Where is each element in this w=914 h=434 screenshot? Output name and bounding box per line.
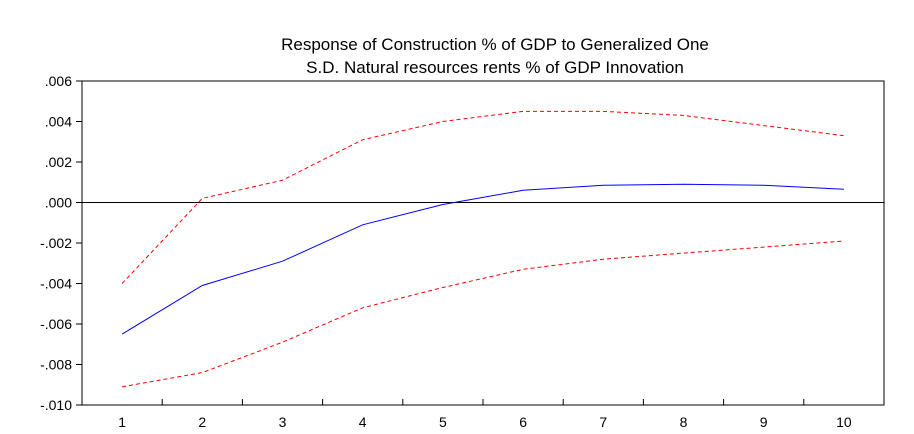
x-tick-label: 4 xyxy=(359,414,367,429)
x-tick-label: 3 xyxy=(279,414,287,429)
plot-frame xyxy=(81,80,885,406)
chart-title-line-1: Response of Construction % of GDP to Gen… xyxy=(281,35,709,54)
x-tick-label: 1 xyxy=(118,414,126,429)
y-tick-label: -.006 xyxy=(40,316,72,332)
y-tick-label: -.004 xyxy=(40,276,72,292)
x-tick-label: 6 xyxy=(519,414,527,429)
x-tick-label: 2 xyxy=(198,414,206,429)
y-tick-label: .004 xyxy=(45,114,72,130)
lower-band-line xyxy=(122,240,844,388)
y-tick-label: -.010 xyxy=(40,397,72,413)
response-line xyxy=(121,183,844,335)
y-tick-label: .002 xyxy=(45,154,72,170)
y-axis: .006 .004 .002 .000 -.002 -.004 -.006 -.008 -.01… xyxy=(40,73,82,413)
x-tick-label: 9 xyxy=(760,414,768,429)
x-axis: 1 2 3 4 5 6 7 8 9 10 xyxy=(118,399,852,430)
y-tick-label: -.008 xyxy=(40,357,72,373)
series-lines xyxy=(121,110,844,388)
x-tick-label: 8 xyxy=(680,414,688,429)
y-tick-label: -.002 xyxy=(40,235,72,251)
y-tick-label: .006 xyxy=(45,73,72,89)
x-tick-label: 10 xyxy=(836,414,852,429)
x-tick-label: 7 xyxy=(599,414,607,429)
x-tick-label: 5 xyxy=(439,414,447,429)
chart-title-line-2: S.D. Natural resources rents % of GDP In… xyxy=(306,58,684,77)
upper-band-line xyxy=(121,110,844,284)
y-tick-label: .000 xyxy=(45,195,72,211)
